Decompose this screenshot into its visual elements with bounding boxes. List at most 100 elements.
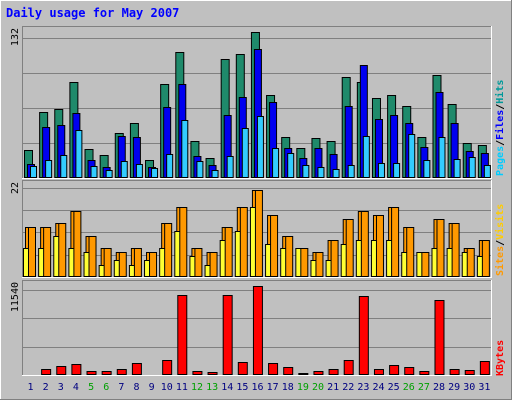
x-axis-day-labels: 1 2 3 4 5 6 7 8 9 10 11 12 13 14 15 16 17 18 19 20 21 22 23 24 2… bbox=[28, 382, 491, 393]
x-tick-label: 3 bbox=[58, 382, 64, 393]
x-tick-label: 6 bbox=[103, 382, 109, 393]
bar-pages bbox=[317, 167, 325, 178]
bar-visits-front bbox=[315, 252, 324, 277]
x-tick-label: 27 bbox=[418, 382, 430, 393]
bar-pages bbox=[211, 170, 219, 178]
bar-visits-front bbox=[421, 252, 430, 277]
legend-visits-sites: Sites/Visits bbox=[494, 204, 506, 276]
bar-kbytes bbox=[449, 369, 460, 375]
bar-pages bbox=[120, 161, 128, 178]
bar-pages bbox=[408, 134, 416, 178]
bar-visits-front bbox=[118, 252, 127, 277]
bar-pages bbox=[287, 153, 295, 178]
y-max-label-visits: 22 bbox=[10, 182, 21, 194]
bar-kbytes bbox=[177, 295, 188, 375]
x-tick-label: 7 bbox=[118, 382, 124, 393]
bar-pages bbox=[135, 164, 143, 178]
legend-kbytes: KBytes bbox=[495, 340, 506, 376]
bar-kbytes bbox=[373, 369, 384, 375]
bar-kbytes bbox=[207, 372, 218, 375]
bar-kbytes bbox=[419, 371, 430, 375]
x-tick-label: 22 bbox=[342, 382, 354, 393]
bar-visits-front bbox=[43, 227, 52, 277]
x-tick-label: 5 bbox=[88, 382, 94, 393]
panel-kbytes bbox=[22, 280, 492, 376]
bar-visits-front bbox=[375, 215, 384, 277]
bar-visits-front bbox=[360, 211, 369, 277]
x-tick-label: 12 bbox=[191, 382, 203, 393]
bar-kbytes bbox=[116, 369, 127, 375]
bar-visits-front bbox=[345, 219, 354, 277]
bar-pages bbox=[45, 160, 53, 178]
bar-visits-front bbox=[209, 252, 218, 277]
bar-kbytes bbox=[71, 364, 82, 375]
bar-visits-front bbox=[391, 207, 400, 277]
x-tick-label: 19 bbox=[297, 382, 309, 393]
bar-kbytes bbox=[358, 296, 369, 375]
x-tick-label: 11 bbox=[176, 382, 188, 393]
legend-hits-files-pages: Pages/Files/Hits bbox=[494, 80, 506, 176]
x-tick-label: 1 bbox=[28, 382, 34, 393]
bar-pages bbox=[347, 165, 355, 178]
bar-visits-front bbox=[88, 236, 97, 277]
bar-kbytes bbox=[298, 373, 309, 375]
legend-separator: / bbox=[495, 140, 506, 146]
bar-pages bbox=[438, 137, 446, 178]
bar-visits-front bbox=[103, 248, 112, 277]
bar-pages bbox=[241, 128, 249, 178]
x-tick-label: 31 bbox=[478, 382, 490, 393]
x-tick-label: 25 bbox=[388, 382, 400, 393]
bar-visits-front bbox=[164, 223, 173, 277]
bar-visits-front bbox=[270, 215, 279, 277]
x-tick-label: 28 bbox=[433, 382, 445, 393]
legend-item-pages: Pages bbox=[495, 146, 506, 176]
bar-visits-front bbox=[133, 248, 142, 277]
bar-pages bbox=[90, 166, 98, 178]
x-tick-label: 10 bbox=[161, 382, 173, 393]
bar-kbytes bbox=[162, 360, 173, 375]
bar-kbytes bbox=[389, 365, 400, 375]
bar-kbytes bbox=[283, 367, 294, 375]
x-tick-label: 16 bbox=[251, 382, 263, 393]
bar-pages bbox=[423, 160, 431, 178]
legend-text: Pages/Files/Hits bbox=[494, 80, 506, 176]
legend-item-files: Files bbox=[494, 110, 506, 140]
x-tick-label: 30 bbox=[463, 382, 475, 393]
bar-pages bbox=[226, 156, 234, 178]
bar-kbytes bbox=[41, 369, 52, 375]
bar-visits-front bbox=[254, 190, 263, 277]
bar-kbytes bbox=[86, 371, 97, 375]
x-tick-label: 9 bbox=[149, 382, 155, 393]
bar-visits-front bbox=[481, 240, 490, 277]
bar-visits-front bbox=[239, 207, 248, 277]
bar-pages bbox=[302, 165, 310, 178]
legend-item-kbytes: KBytes bbox=[495, 340, 506, 376]
legend-text: KBytes bbox=[495, 340, 506, 376]
bar-pages bbox=[196, 161, 204, 178]
bar-visits-front bbox=[194, 248, 203, 277]
bar-visits-front bbox=[73, 211, 82, 277]
x-tick-label: 14 bbox=[221, 382, 233, 393]
bar-pages bbox=[272, 148, 280, 178]
legend-item-hits: Hits bbox=[494, 80, 506, 104]
x-tick-label: 13 bbox=[206, 382, 218, 393]
x-tick-label: 18 bbox=[282, 382, 294, 393]
bar-kbytes bbox=[131, 363, 142, 375]
bar-pages bbox=[60, 155, 68, 178]
bar-visits-front bbox=[451, 223, 460, 277]
x-tick-label: 8 bbox=[133, 382, 139, 393]
panel-visits-sites bbox=[22, 180, 492, 278]
bar-pages bbox=[483, 165, 491, 178]
bar-kbytes bbox=[222, 295, 233, 375]
bar-pages bbox=[105, 170, 113, 178]
y-max-label-hits: 132 bbox=[10, 28, 21, 46]
x-tick-label: 29 bbox=[448, 382, 460, 393]
legend-text: Sites/Visits bbox=[494, 204, 506, 276]
bar-visits-front bbox=[28, 227, 36, 277]
x-tick-label: 20 bbox=[312, 382, 324, 393]
x-tick-label: 15 bbox=[236, 382, 248, 393]
legend-item-sites: Sites bbox=[494, 246, 506, 276]
bar-pages bbox=[453, 159, 461, 178]
